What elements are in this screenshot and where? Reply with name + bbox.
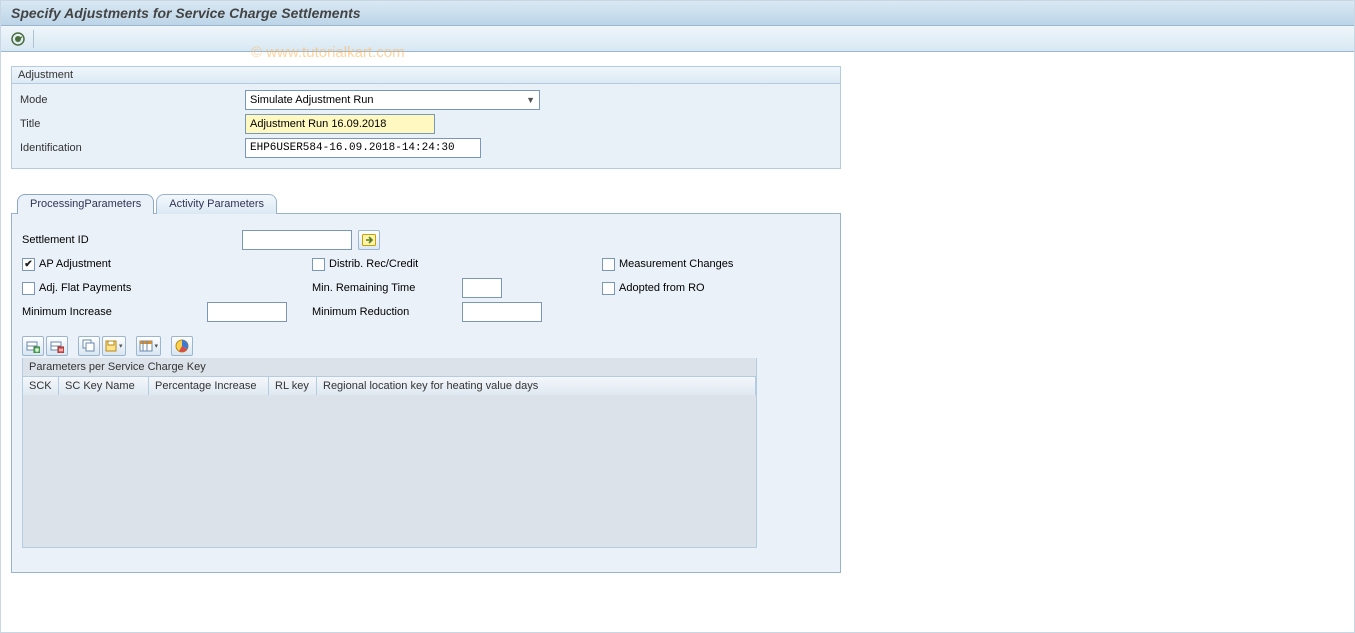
save-layout-button[interactable] bbox=[102, 336, 126, 356]
min-reduction-label: Minimum Reduction bbox=[312, 306, 462, 318]
checkbox-icon bbox=[22, 282, 35, 295]
insert-row-button[interactable] bbox=[22, 336, 44, 356]
layout-button[interactable] bbox=[136, 336, 162, 356]
col-sck[interactable]: SCK bbox=[23, 377, 59, 395]
measurement-changes-checkbox[interactable]: Measurement Changes bbox=[602, 258, 733, 271]
adjustment-group-title: Adjustment bbox=[12, 67, 840, 84]
copy-icon bbox=[82, 339, 96, 353]
layout-icon bbox=[139, 340, 153, 352]
page-title: Specify Adjustments for Service Charge S… bbox=[1, 1, 1354, 26]
settlement-id-input[interactable] bbox=[242, 230, 352, 250]
distrib-label: Distrib. Rec/Credit bbox=[329, 258, 418, 270]
col-regional-location[interactable]: Regional location key for heating value … bbox=[317, 377, 756, 395]
tab-strip: ProcessingParameters Activity Parameters bbox=[11, 191, 841, 213]
mode-select-value: Simulate Adjustment Run bbox=[250, 94, 374, 106]
identification-label: Identification bbox=[20, 142, 245, 154]
delete-row-button[interactable] bbox=[46, 336, 68, 356]
col-percentage-increase[interactable]: Percentage Increase bbox=[149, 377, 269, 395]
save-icon bbox=[105, 340, 117, 352]
adjustment-groupbox: Adjustment Mode Simulate Adjustment Run … bbox=[11, 66, 841, 169]
ap-adjustment-label: AP Adjustment bbox=[39, 258, 111, 270]
col-rl-key[interactable]: RL key bbox=[269, 377, 317, 395]
execute-icon[interactable] bbox=[9, 30, 27, 48]
ap-adjustment-checkbox[interactable]: ✔ AP Adjustment bbox=[22, 258, 312, 271]
copy-row-button[interactable] bbox=[78, 336, 100, 356]
arrow-right-icon bbox=[362, 234, 376, 246]
graphic-button[interactable] bbox=[171, 336, 193, 356]
min-remaining-label: Min. Remaining Time bbox=[312, 282, 462, 294]
tab-container: ProcessingParameters Activity Parameters… bbox=[11, 191, 841, 573]
settlement-id-label: Settlement ID bbox=[22, 234, 222, 246]
adopted-from-ro-checkbox[interactable]: Adopted from RO bbox=[602, 282, 705, 295]
checkbox-icon bbox=[602, 258, 615, 271]
min-remaining-input[interactable] bbox=[462, 278, 502, 298]
multiple-selection-button[interactable] bbox=[358, 230, 380, 250]
alv-caption: Parameters per Service Charge Key bbox=[23, 358, 756, 376]
min-reduction-input[interactable] bbox=[462, 302, 542, 322]
tab-activity-parameters[interactable]: Activity Parameters bbox=[156, 194, 277, 214]
tab-page-processing: Settlement ID ✔ AP Adjustment Dis bbox=[11, 213, 841, 573]
app-toolbar bbox=[1, 26, 1354, 52]
mode-select[interactable]: Simulate Adjustment Run ▼ bbox=[245, 90, 540, 110]
min-increase-input[interactable] bbox=[207, 302, 287, 322]
chevron-down-icon: ▼ bbox=[526, 95, 535, 105]
col-sc-key-name[interactable]: SC Key Name bbox=[59, 377, 149, 395]
chart-icon bbox=[175, 339, 189, 353]
min-increase-label: Minimum Increase bbox=[22, 306, 207, 318]
adj-flat-payments-checkbox[interactable]: Adj. Flat Payments bbox=[22, 282, 312, 295]
measurement-label: Measurement Changes bbox=[619, 258, 733, 270]
identification-input[interactable]: EHP6USER584-16.09.2018-14:24:30 bbox=[245, 138, 481, 158]
delete-row-icon bbox=[50, 339, 64, 353]
content-area: Adjustment Mode Simulate Adjustment Run … bbox=[1, 52, 1354, 587]
checkbox-icon bbox=[312, 258, 325, 271]
alv-header-row: SCK SC Key Name Percentage Increase RL k… bbox=[23, 376, 756, 395]
title-label: Title bbox=[20, 118, 245, 130]
adopted-label: Adopted from RO bbox=[619, 282, 705, 294]
checkbox-checked-icon: ✔ bbox=[22, 258, 35, 271]
tab-processing-parameters[interactable]: ProcessingParameters bbox=[17, 194, 154, 214]
title-input[interactable]: Adjustment Run 16.09.2018 bbox=[245, 114, 435, 134]
distrib-rec-credit-checkbox[interactable]: Distrib. Rec/Credit bbox=[312, 258, 602, 271]
alv-toolbar bbox=[22, 334, 830, 358]
alv-grid: Parameters per Service Charge Key SCK SC… bbox=[22, 358, 757, 548]
toolbar-separator bbox=[33, 30, 34, 48]
adj-flat-label: Adj. Flat Payments bbox=[39, 282, 131, 294]
insert-row-icon bbox=[26, 339, 40, 353]
checkbox-icon bbox=[602, 282, 615, 295]
mode-label: Mode bbox=[20, 94, 245, 106]
